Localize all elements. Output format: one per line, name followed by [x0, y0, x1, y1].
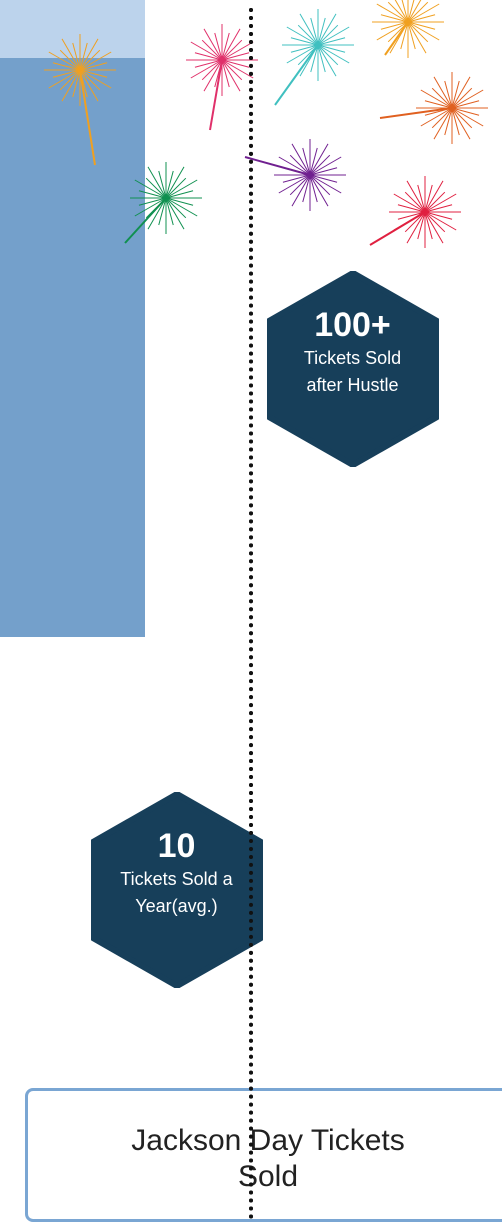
category-label: Tickets Sold a Year(avg.) [117, 866, 237, 920]
dotted-line [249, 8, 253, 1220]
value-label: 10 [117, 826, 237, 866]
title-box: Jackson Day Tickets Sold [25, 1088, 502, 1222]
chart-title: Jackson Day Tickets Sold [128, 1123, 408, 1195]
category-label: Tickets Sold after Hustle [293, 345, 413, 399]
hexagon-text: 100+Tickets Sold after Hustle [293, 305, 413, 399]
value-label: 100+ [293, 305, 413, 345]
dandelion-stem [380, 108, 452, 118]
dandelion-stem [275, 45, 318, 105]
value-hexagon: 10Tickets Sold a Year(avg.) [91, 792, 263, 988]
dandelion-stem [80, 70, 95, 165]
value-hexagon: 100+Tickets Sold after Hustle [267, 271, 439, 467]
infographic: Jackson Day Tickets Sold 10Tickets Sold … [0, 0, 502, 1228]
